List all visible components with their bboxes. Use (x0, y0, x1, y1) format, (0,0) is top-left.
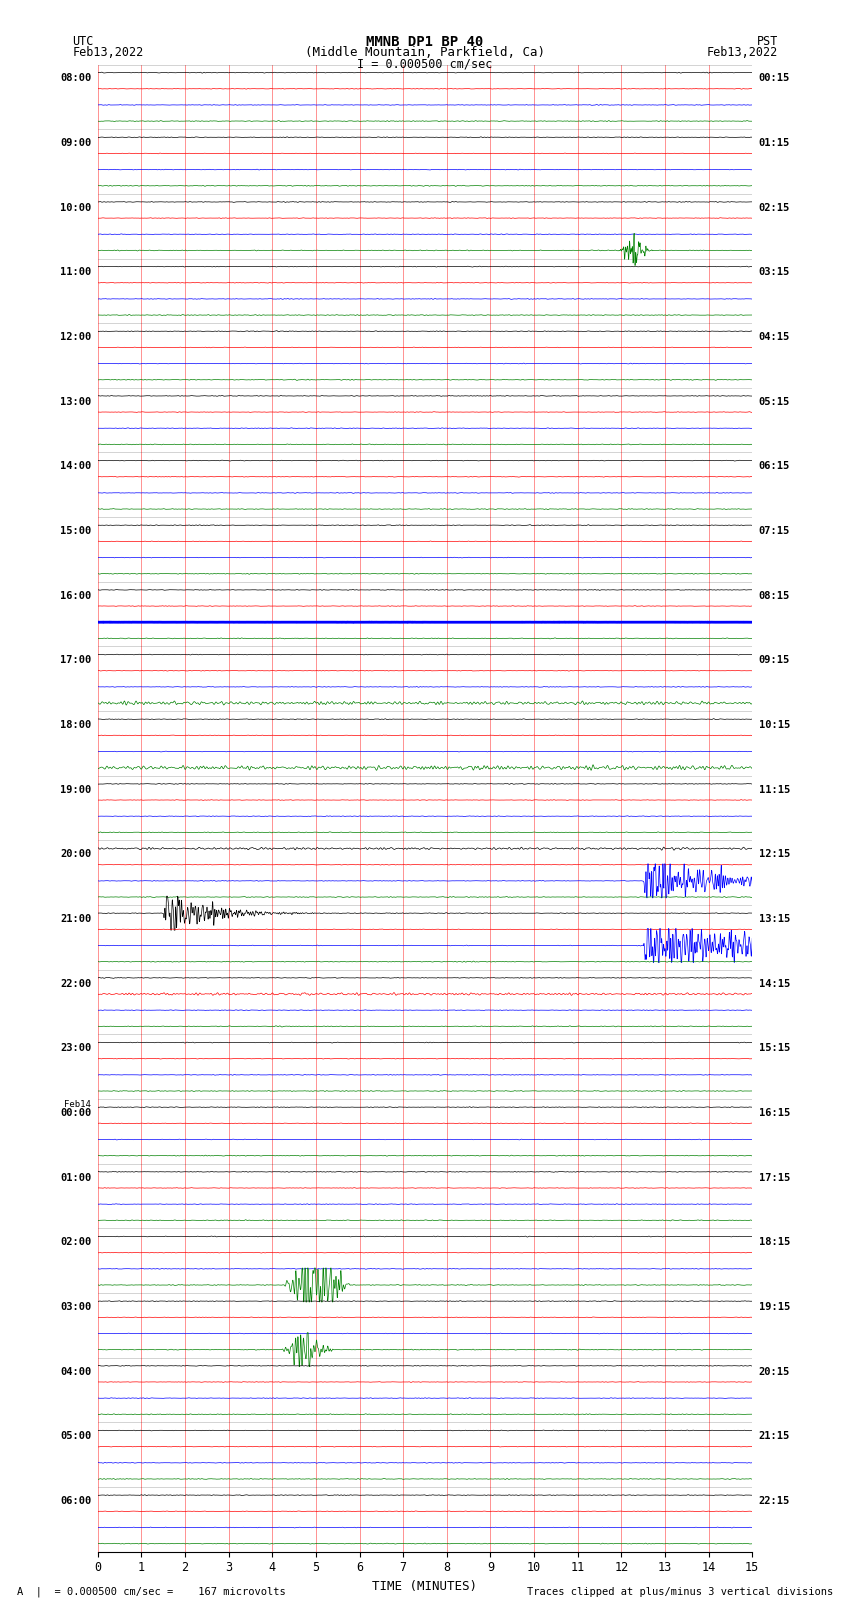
Text: PST: PST (756, 35, 778, 48)
Text: 22:00: 22:00 (60, 979, 91, 989)
Text: UTC: UTC (72, 35, 94, 48)
Text: 04:00: 04:00 (60, 1366, 91, 1376)
Text: 08:00: 08:00 (60, 74, 91, 84)
Text: 03:00: 03:00 (60, 1302, 91, 1311)
Text: 05:15: 05:15 (759, 397, 790, 406)
Text: 17:15: 17:15 (759, 1173, 790, 1182)
Text: 11:00: 11:00 (60, 268, 91, 277)
Text: 10:15: 10:15 (759, 719, 790, 731)
Text: 02:15: 02:15 (759, 203, 790, 213)
Text: 12:15: 12:15 (759, 850, 790, 860)
Text: 10:00: 10:00 (60, 203, 91, 213)
Text: 13:15: 13:15 (759, 915, 790, 924)
Text: 14:15: 14:15 (759, 979, 790, 989)
X-axis label: TIME (MINUTES): TIME (MINUTES) (372, 1581, 478, 1594)
Text: 02:00: 02:00 (60, 1237, 91, 1247)
Text: 12:00: 12:00 (60, 332, 91, 342)
Text: 16:15: 16:15 (759, 1108, 790, 1118)
Text: 14:00: 14:00 (60, 461, 91, 471)
Text: 18:15: 18:15 (759, 1237, 790, 1247)
Text: 21:15: 21:15 (759, 1431, 790, 1442)
Text: Feb13,2022: Feb13,2022 (706, 45, 778, 60)
Text: 19:00: 19:00 (60, 784, 91, 795)
Text: 23:00: 23:00 (60, 1044, 91, 1053)
Text: A  |  = 0.000500 cm/sec =    167 microvolts: A | = 0.000500 cm/sec = 167 microvolts (17, 1586, 286, 1597)
Text: Traces clipped at plus/minus 3 vertical divisions: Traces clipped at plus/minus 3 vertical … (527, 1587, 833, 1597)
Text: 09:15: 09:15 (759, 655, 790, 665)
Text: (Middle Mountain, Parkfield, Ca): (Middle Mountain, Parkfield, Ca) (305, 45, 545, 60)
Text: 11:15: 11:15 (759, 784, 790, 795)
Text: 18:00: 18:00 (60, 719, 91, 731)
Text: 00:15: 00:15 (759, 74, 790, 84)
Text: 16:00: 16:00 (60, 590, 91, 600)
Text: 22:15: 22:15 (759, 1495, 790, 1507)
Text: I = 0.000500 cm/sec: I = 0.000500 cm/sec (357, 58, 493, 71)
Text: 06:15: 06:15 (759, 461, 790, 471)
Text: MMNB DP1 BP 40: MMNB DP1 BP 40 (366, 35, 484, 48)
Text: 05:00: 05:00 (60, 1431, 91, 1442)
Text: 09:00: 09:00 (60, 139, 91, 148)
Text: 19:15: 19:15 (759, 1302, 790, 1311)
Text: 17:00: 17:00 (60, 655, 91, 665)
Text: 08:15: 08:15 (759, 590, 790, 600)
Text: 07:15: 07:15 (759, 526, 790, 536)
Text: 04:15: 04:15 (759, 332, 790, 342)
Text: Feb14: Feb14 (65, 1100, 91, 1108)
Text: 15:00: 15:00 (60, 526, 91, 536)
Text: 13:00: 13:00 (60, 397, 91, 406)
Text: 03:15: 03:15 (759, 268, 790, 277)
Text: Feb13,2022: Feb13,2022 (72, 45, 144, 60)
Text: 00:00: 00:00 (60, 1108, 91, 1118)
Text: 20:15: 20:15 (759, 1366, 790, 1376)
Text: 20:00: 20:00 (60, 850, 91, 860)
Text: 01:00: 01:00 (60, 1173, 91, 1182)
Text: 06:00: 06:00 (60, 1495, 91, 1507)
Text: 21:00: 21:00 (60, 915, 91, 924)
Text: 15:15: 15:15 (759, 1044, 790, 1053)
Text: 01:15: 01:15 (759, 139, 790, 148)
